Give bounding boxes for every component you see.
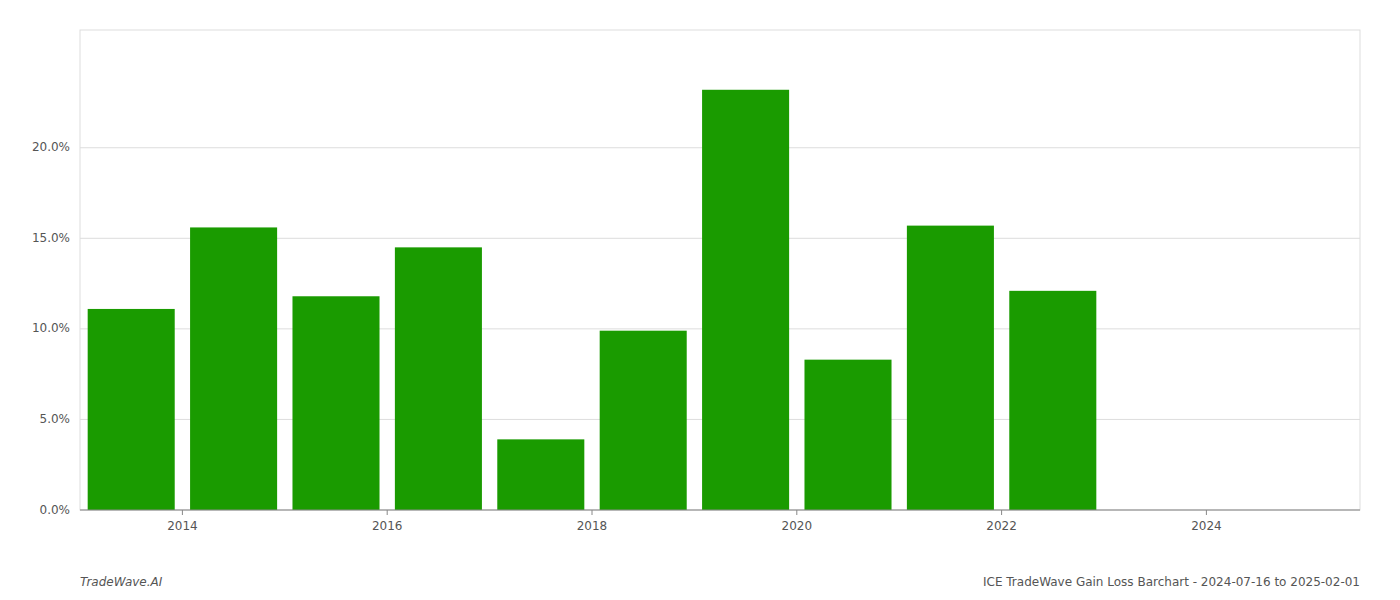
- y-tick-label: 5.0%: [40, 412, 71, 426]
- x-tick: [1001, 510, 1002, 515]
- x-tick-label: 2016: [372, 519, 403, 533]
- x-tick-label: 2018: [577, 519, 608, 533]
- x-tick: [796, 510, 797, 515]
- bar: [1009, 291, 1096, 510]
- bar: [907, 226, 994, 510]
- bar: [88, 309, 175, 510]
- x-tick-label: 2020: [782, 519, 813, 533]
- x-tick-label: 2022: [986, 519, 1017, 533]
- x-tick: [1206, 510, 1207, 515]
- x-tick-label: 2024: [1191, 519, 1222, 533]
- x-tick: [387, 510, 388, 515]
- bar: [804, 360, 891, 510]
- y-tick-label: 0.0%: [40, 503, 71, 517]
- y-tick-label: 20.0%: [32, 140, 70, 154]
- x-tick-label: 2014: [167, 519, 198, 533]
- bar: [190, 227, 277, 510]
- footer: TradeWave.AI: [80, 575, 163, 589]
- bar: [292, 296, 379, 510]
- plot-frame: [80, 30, 1360, 510]
- y-tick-label: 15.0%: [32, 231, 70, 245]
- bar: [497, 439, 584, 510]
- bar: [600, 331, 687, 510]
- footer: ICE TradeWave Gain Loss Barchart - 2024-…: [983, 575, 1360, 589]
- x-axis-line: [80, 510, 1360, 511]
- chart: 0.0% 5.0% 10.0% 15.0% 20.0% 2014 2016 2018 2020 2…: [0, 0, 1400, 600]
- y-tick-label: 10.0%: [32, 321, 70, 335]
- x-tick: [592, 510, 593, 515]
- bar: [395, 247, 482, 510]
- x-tick: [182, 510, 183, 515]
- bar: [702, 90, 789, 510]
- grid-line: [80, 510, 1360, 511]
